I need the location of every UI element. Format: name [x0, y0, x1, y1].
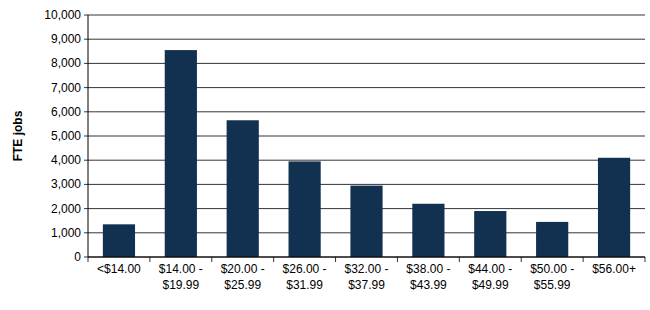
y-tick	[84, 87, 88, 88]
grid-line	[88, 39, 645, 40]
y-tick	[84, 111, 88, 112]
label-line: $37.99	[348, 278, 385, 292]
x-tick-label: $50.00 - $55.99	[530, 262, 574, 292]
bar	[474, 211, 506, 257]
y-tick-label: 8,000	[51, 56, 81, 70]
x-tick-label: $14.00 - $19.99	[159, 262, 203, 292]
y-tick	[84, 257, 88, 258]
y-tick	[84, 208, 88, 209]
x-tick	[273, 257, 274, 262]
x-tick	[211, 257, 212, 262]
bar	[103, 224, 135, 257]
y-tick-label: 10,000	[44, 8, 81, 22]
y-tick	[84, 184, 88, 185]
x-tick-label: $44.00 - $49.99	[468, 262, 512, 292]
y-tick	[84, 39, 88, 40]
y-tick-label: 9,000	[51, 32, 81, 46]
y-tick	[84, 15, 88, 16]
chart: 0 1,000 2,000 3,000 4,000 5,000 6,000 7,000 8,00…	[0, 0, 650, 310]
x-tick	[583, 257, 584, 262]
x-tick	[645, 257, 646, 262]
x-tick-label: $56.00+	[592, 262, 636, 276]
label-line: $49.99	[472, 278, 509, 292]
grid-line	[88, 257, 645, 258]
y-tick-label: 2,000	[51, 202, 81, 216]
grid-line	[88, 15, 645, 16]
grid	[84, 15, 645, 257]
y-tick-label: 1,000	[51, 226, 81, 240]
label-line: $44.00 -	[468, 262, 512, 276]
x-tick	[521, 257, 522, 262]
y-tick-label: 3,000	[51, 177, 81, 191]
label-line: $26.00 -	[283, 262, 327, 276]
x-tick	[459, 257, 460, 262]
label-line: $20.00 -	[221, 262, 265, 276]
bar	[227, 120, 259, 257]
x-tick	[397, 257, 398, 262]
label-line: $31.99	[286, 278, 323, 292]
bar	[598, 158, 630, 257]
bar	[536, 222, 568, 257]
label-line: $38.00 -	[406, 262, 450, 276]
label-line: $14.00 -	[159, 262, 203, 276]
label-line: $50.00 -	[530, 262, 574, 276]
bar	[350, 186, 382, 257]
x-tick-label: $32.00 - $37.99	[344, 262, 388, 292]
bars	[103, 50, 630, 257]
x-tick-label: $20.00 - $25.99	[221, 262, 265, 292]
label-line: $25.99	[224, 278, 261, 292]
y-tick	[84, 136, 88, 137]
label-line: $32.00 -	[344, 262, 388, 276]
x-tick-label: $26.00 - $31.99	[283, 262, 327, 292]
x-tick-label: $38.00 - $43.99	[406, 262, 450, 292]
y-tick-label: 4,000	[51, 153, 81, 167]
bar	[412, 204, 444, 257]
x-tick	[88, 257, 89, 262]
y-tick-label: 5,000	[51, 129, 81, 143]
y-axis-label: FTE jobs	[11, 110, 25, 161]
x-tick	[335, 257, 336, 262]
bar	[289, 161, 321, 257]
label-line: $19.99	[162, 278, 199, 292]
x-tick-label: <$14.00	[97, 262, 141, 276]
y-tick	[84, 63, 88, 64]
y-tick-label: 6,000	[51, 105, 81, 119]
y-tick-label: 7,000	[51, 81, 81, 95]
y-axis	[88, 15, 89, 257]
label-line: $43.99	[410, 278, 447, 292]
y-tick	[84, 232, 88, 233]
bar	[165, 50, 197, 257]
label-line: $55.99	[534, 278, 571, 292]
y-tick-label: 0	[74, 250, 81, 264]
x-axis	[88, 257, 645, 258]
x-tick	[149, 257, 150, 262]
y-tick	[84, 160, 88, 161]
